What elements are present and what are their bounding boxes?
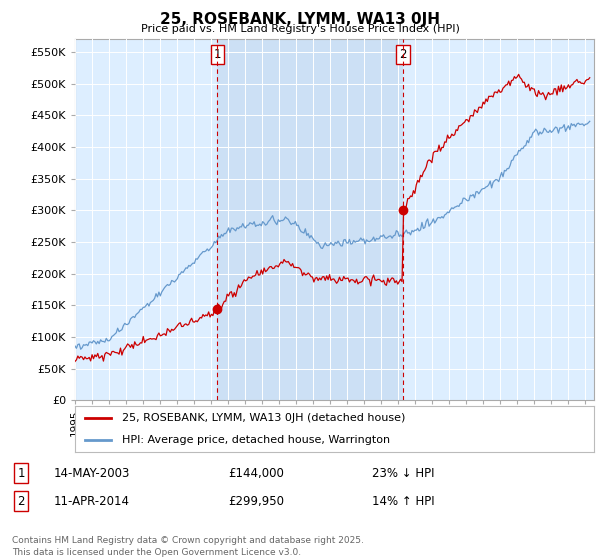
- Bar: [217, 39, 403, 400]
- Text: 14-MAY-2003: 14-MAY-2003: [54, 466, 130, 480]
- Text: Price paid vs. HM Land Registry's House Price Index (HPI): Price paid vs. HM Land Registry's House …: [140, 24, 460, 34]
- Text: 14% ↑ HPI: 14% ↑ HPI: [372, 494, 434, 508]
- Text: 2: 2: [399, 48, 407, 61]
- Text: 2: 2: [17, 494, 25, 508]
- Text: 1: 1: [214, 48, 221, 61]
- Text: HPI: Average price, detached house, Warrington: HPI: Average price, detached house, Warr…: [122, 435, 390, 445]
- Text: Contains HM Land Registry data © Crown copyright and database right 2025.
This d: Contains HM Land Registry data © Crown c…: [12, 536, 364, 557]
- Text: £299,950: £299,950: [228, 494, 284, 508]
- Text: 1: 1: [17, 466, 25, 480]
- Text: £144,000: £144,000: [228, 466, 284, 480]
- Text: 25, ROSEBANK, LYMM, WA13 0JH (detached house): 25, ROSEBANK, LYMM, WA13 0JH (detached h…: [122, 413, 405, 423]
- Text: 23% ↓ HPI: 23% ↓ HPI: [372, 466, 434, 480]
- Text: 11-APR-2014: 11-APR-2014: [54, 494, 130, 508]
- Text: 25, ROSEBANK, LYMM, WA13 0JH: 25, ROSEBANK, LYMM, WA13 0JH: [160, 12, 440, 27]
